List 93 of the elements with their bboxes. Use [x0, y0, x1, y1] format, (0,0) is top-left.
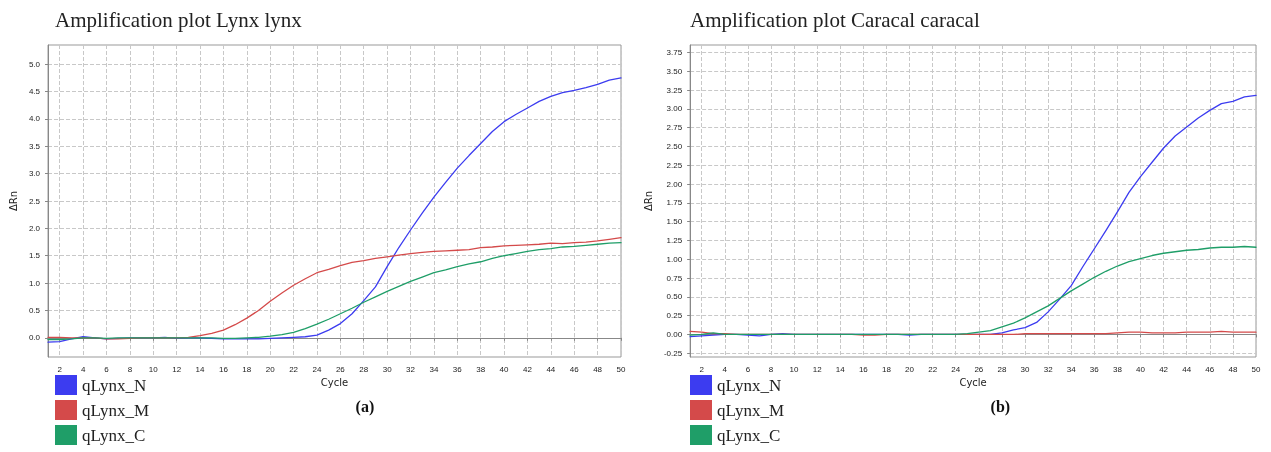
y-tick-label: 5.0	[28, 59, 41, 69]
x-tick-label: 6	[745, 364, 751, 374]
y-tick-label: 1.75	[666, 198, 683, 208]
x-tick-label: 32	[406, 364, 416, 374]
x-tick-label: 4	[722, 364, 728, 374]
y-tick-label: 3.5	[28, 141, 41, 151]
x-tick-label: 46	[1205, 364, 1215, 374]
y-tick-label: 0.25	[666, 311, 683, 321]
chart-title: Amplification plot Lynx lynx	[55, 7, 303, 32]
x-tick-label: 4	[80, 364, 86, 374]
x-tick-label: 46	[569, 364, 580, 374]
x-tick-label: 12	[812, 364, 823, 374]
x-tick-label: 36	[1089, 364, 1100, 374]
x-tick-label: 10	[148, 364, 159, 374]
x-tick-label: 24	[951, 364, 961, 374]
x-tick-label: 22	[289, 364, 299, 374]
legend-label: qLynx_C	[82, 425, 146, 445]
x-tick-label: 6	[104, 364, 110, 374]
x-tick-label: 50	[616, 364, 626, 374]
x-tick-label: 16	[858, 364, 869, 374]
y-tick-label: 0.50	[666, 292, 683, 302]
y-tick-label: 2.75	[666, 123, 683, 133]
legend-label: qLynx_M	[82, 400, 150, 420]
y-tick-label: 0.5	[28, 305, 41, 315]
y-tick-label: 3.0	[28, 169, 41, 179]
y-tick-label: 2.50	[666, 141, 683, 151]
x-tick-label: 20	[265, 364, 276, 374]
x-tick-label: 22	[928, 364, 938, 374]
x-tick-label: 32	[1043, 364, 1054, 374]
x-tick-label: 48	[593, 364, 603, 374]
y-tick-label: 2.25	[666, 160, 683, 170]
legend-label: qLynx_N	[82, 375, 147, 395]
y-tick-label: 3.00	[666, 104, 683, 114]
x-tick-label: 10	[789, 364, 800, 374]
y-tick-label: 1.5	[28, 251, 41, 261]
x-tick-label: 8	[768, 364, 774, 374]
y-tick-label: 0.0	[28, 333, 41, 343]
y-axis-title: ΔRn	[7, 190, 19, 212]
x-tick-label: 16	[218, 364, 229, 374]
x-tick-label: 24	[312, 364, 322, 374]
x-tick-label: 2	[699, 364, 705, 374]
x-tick-label: 28	[359, 364, 369, 374]
chart-title: Amplification plot Caracal caracal	[690, 7, 980, 32]
y-tick-label: 3.25	[666, 85, 683, 95]
y-tick-label: 0.00	[666, 329, 683, 339]
y-tick-label: 1.50	[666, 217, 683, 227]
y-tick-label: 3.50	[666, 66, 683, 76]
y-tick-label: 3.75	[666, 48, 683, 58]
x-tick-label: 18	[242, 364, 252, 374]
y-tick-label: 2.0	[28, 223, 41, 233]
x-tick-label: 38	[1112, 364, 1123, 374]
x-tick-label: 40	[1136, 364, 1146, 374]
y-tick-label: 1.00	[666, 254, 683, 264]
x-tick-label: 42	[1159, 364, 1169, 374]
x-tick-label: 40	[499, 364, 510, 374]
y-axis-title: ΔRn	[642, 190, 654, 212]
x-axis-title: Cycle	[959, 377, 987, 389]
x-tick-label: 12	[172, 364, 182, 374]
x-tick-label: 44	[546, 364, 556, 374]
y-tick-label: 4.0	[28, 114, 41, 124]
y-tick-label: 2.5	[28, 196, 41, 206]
x-tick-label: 26	[335, 364, 346, 374]
x-tick-label: 14	[835, 364, 846, 374]
x-tick-label: 2	[57, 364, 63, 374]
x-tick-label: 44	[1182, 364, 1192, 374]
legend-label: qLynx_N	[717, 375, 782, 395]
x-tick-label: 34	[1066, 364, 1077, 374]
x-tick-label: 18	[882, 364, 892, 374]
y-tick-label: 4.5	[28, 87, 41, 97]
y-tick-label: 2.00	[666, 179, 683, 189]
x-tick-label: 30	[1020, 364, 1031, 374]
line-series	[689, 245, 1257, 336]
x-tick-label: 38	[476, 364, 486, 374]
x-tick-label: 34	[429, 364, 439, 374]
y-tick-label: 1.25	[666, 235, 683, 245]
x-tick-label: 50	[1251, 364, 1261, 374]
x-tick-label: 8	[127, 364, 133, 374]
x-tick-label: 14	[195, 364, 206, 374]
legend-label: qLynx_M	[717, 400, 785, 420]
x-tick-label: 26	[974, 364, 984, 374]
y-tick-label: 0.75	[666, 273, 683, 283]
legend-label: qLynx_C	[717, 425, 781, 445]
x-tick-label: 20	[905, 364, 915, 374]
text: (a)	[355, 397, 375, 416]
x-tick-label: 36	[452, 364, 463, 374]
y-tick-label: -0.25	[663, 348, 683, 358]
x-tick-label: 28	[997, 364, 1007, 374]
x-tick-label: 30	[382, 364, 393, 374]
x-tick-label: 48	[1228, 364, 1238, 374]
text: (b)	[990, 397, 1011, 416]
x-tick-label: 42	[523, 364, 533, 374]
x-axis-title: Cycle	[320, 377, 349, 389]
y-tick-label: 1.0	[28, 278, 41, 288]
